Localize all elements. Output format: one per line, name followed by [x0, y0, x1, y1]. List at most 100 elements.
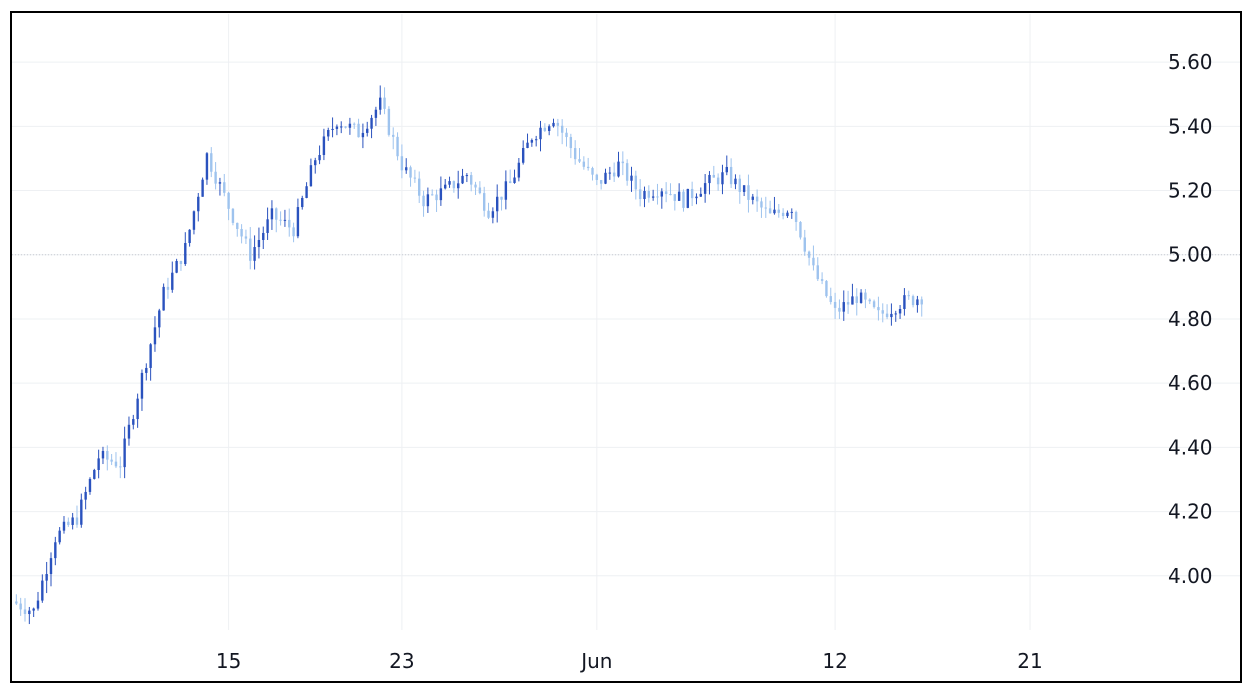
candle-body: [578, 159, 581, 162]
candle-body: [777, 209, 780, 213]
candle-body: [599, 179, 603, 184]
candle-body: [742, 185, 746, 192]
candle-body: [872, 301, 876, 308]
candle-body: [171, 272, 174, 290]
candle-body: [305, 186, 308, 198]
candle-body: [67, 521, 70, 525]
candle-body: [764, 207, 767, 209]
x-tick-label: Jun: [579, 649, 612, 673]
candle-body: [799, 221, 802, 238]
candle-body: [97, 458, 100, 470]
candle-body: [768, 208, 772, 214]
candle-body: [695, 196, 698, 199]
candle-body: [478, 187, 482, 194]
candle-body: [106, 450, 109, 460]
candle-body: [712, 174, 715, 178]
candle-body: [881, 310, 884, 314]
candle-body: [539, 127, 542, 140]
candle-body: [664, 191, 668, 195]
candle-body: [855, 296, 858, 303]
y-axis: 5.60 5.40 5.20 5.00 4.80 4.60 4.40 4.20 4.00: [1168, 50, 1213, 588]
candle-body: [491, 211, 495, 218]
candle-body: [223, 182, 226, 193]
candle-body: [314, 160, 317, 166]
y-tick-label: 4.20: [1168, 500, 1213, 524]
candle-body: [877, 307, 880, 311]
candle-body: [413, 177, 417, 179]
candle-body: [690, 188, 694, 199]
candle-body: [188, 229, 191, 244]
candle-body: [604, 172, 607, 184]
candle-body: [240, 228, 243, 237]
candle-body: [288, 219, 291, 228]
candle-body: [660, 191, 664, 197]
candle-body: [214, 171, 217, 184]
candle-body: [920, 299, 923, 305]
candle-body: [227, 192, 230, 209]
candle-body: [487, 210, 490, 218]
candle-body: [513, 177, 516, 183]
candle-body: [296, 207, 300, 237]
candle-body: [84, 491, 87, 500]
candle-body: [353, 123, 356, 125]
candle-body: [93, 469, 96, 479]
candle-body: [136, 398, 139, 420]
candle-body: [210, 153, 213, 172]
candle-body: [890, 313, 893, 318]
candle-body: [634, 175, 638, 190]
candle-body: [907, 295, 910, 297]
candle-body: [448, 181, 451, 185]
candle-body: [517, 162, 521, 178]
y-tick-label: 4.40: [1168, 435, 1213, 459]
candle-body: [283, 219, 287, 221]
candle-body: [790, 211, 793, 213]
candle-body: [803, 237, 806, 252]
candle-body: [23, 609, 27, 615]
candle-body: [669, 194, 672, 196]
candle-body: [573, 148, 577, 160]
candle-body: [279, 219, 282, 221]
candle-body: [396, 136, 399, 157]
candle-body: [725, 166, 728, 173]
candle-body: [266, 219, 269, 233]
candle-body: [292, 227, 295, 237]
candle-body: [638, 189, 642, 200]
candle-body: [885, 313, 889, 318]
candle-body: [426, 194, 430, 207]
candle-body: [153, 327, 157, 345]
candle-body: [444, 184, 447, 189]
candle-body: [123, 438, 126, 468]
candle-body: [530, 140, 534, 143]
candle-body: [257, 239, 261, 248]
candle-body: [132, 419, 135, 425]
candle-body: [409, 167, 412, 178]
x-tick-label: 15: [216, 649, 241, 673]
candle-body: [270, 208, 274, 220]
candle-body: [751, 196, 754, 200]
candle-body: [816, 265, 819, 280]
candle-body: [586, 166, 590, 169]
candle-body: [543, 127, 547, 131]
candle-body: [166, 286, 170, 290]
candle-body: [431, 194, 434, 196]
candle-body: [101, 450, 105, 459]
y-tick-label: 5.60: [1168, 50, 1213, 74]
candle-body: [383, 97, 386, 109]
candle-body: [552, 122, 555, 127]
candle-body: [435, 194, 438, 201]
candle-body: [19, 603, 22, 610]
candle-body: [734, 178, 737, 185]
candle-body: [244, 236, 248, 239]
candle-body: [504, 181, 508, 200]
candle-body: [482, 193, 486, 211]
candle-body: [846, 302, 850, 305]
candle-body: [452, 181, 456, 189]
candle-body: [184, 243, 187, 265]
candle-body: [418, 178, 421, 196]
candle-body: [127, 424, 131, 439]
candle-body: [699, 193, 702, 197]
candle-body: [236, 222, 239, 229]
candle-body: [149, 344, 152, 368]
candle-body: [348, 123, 352, 128]
